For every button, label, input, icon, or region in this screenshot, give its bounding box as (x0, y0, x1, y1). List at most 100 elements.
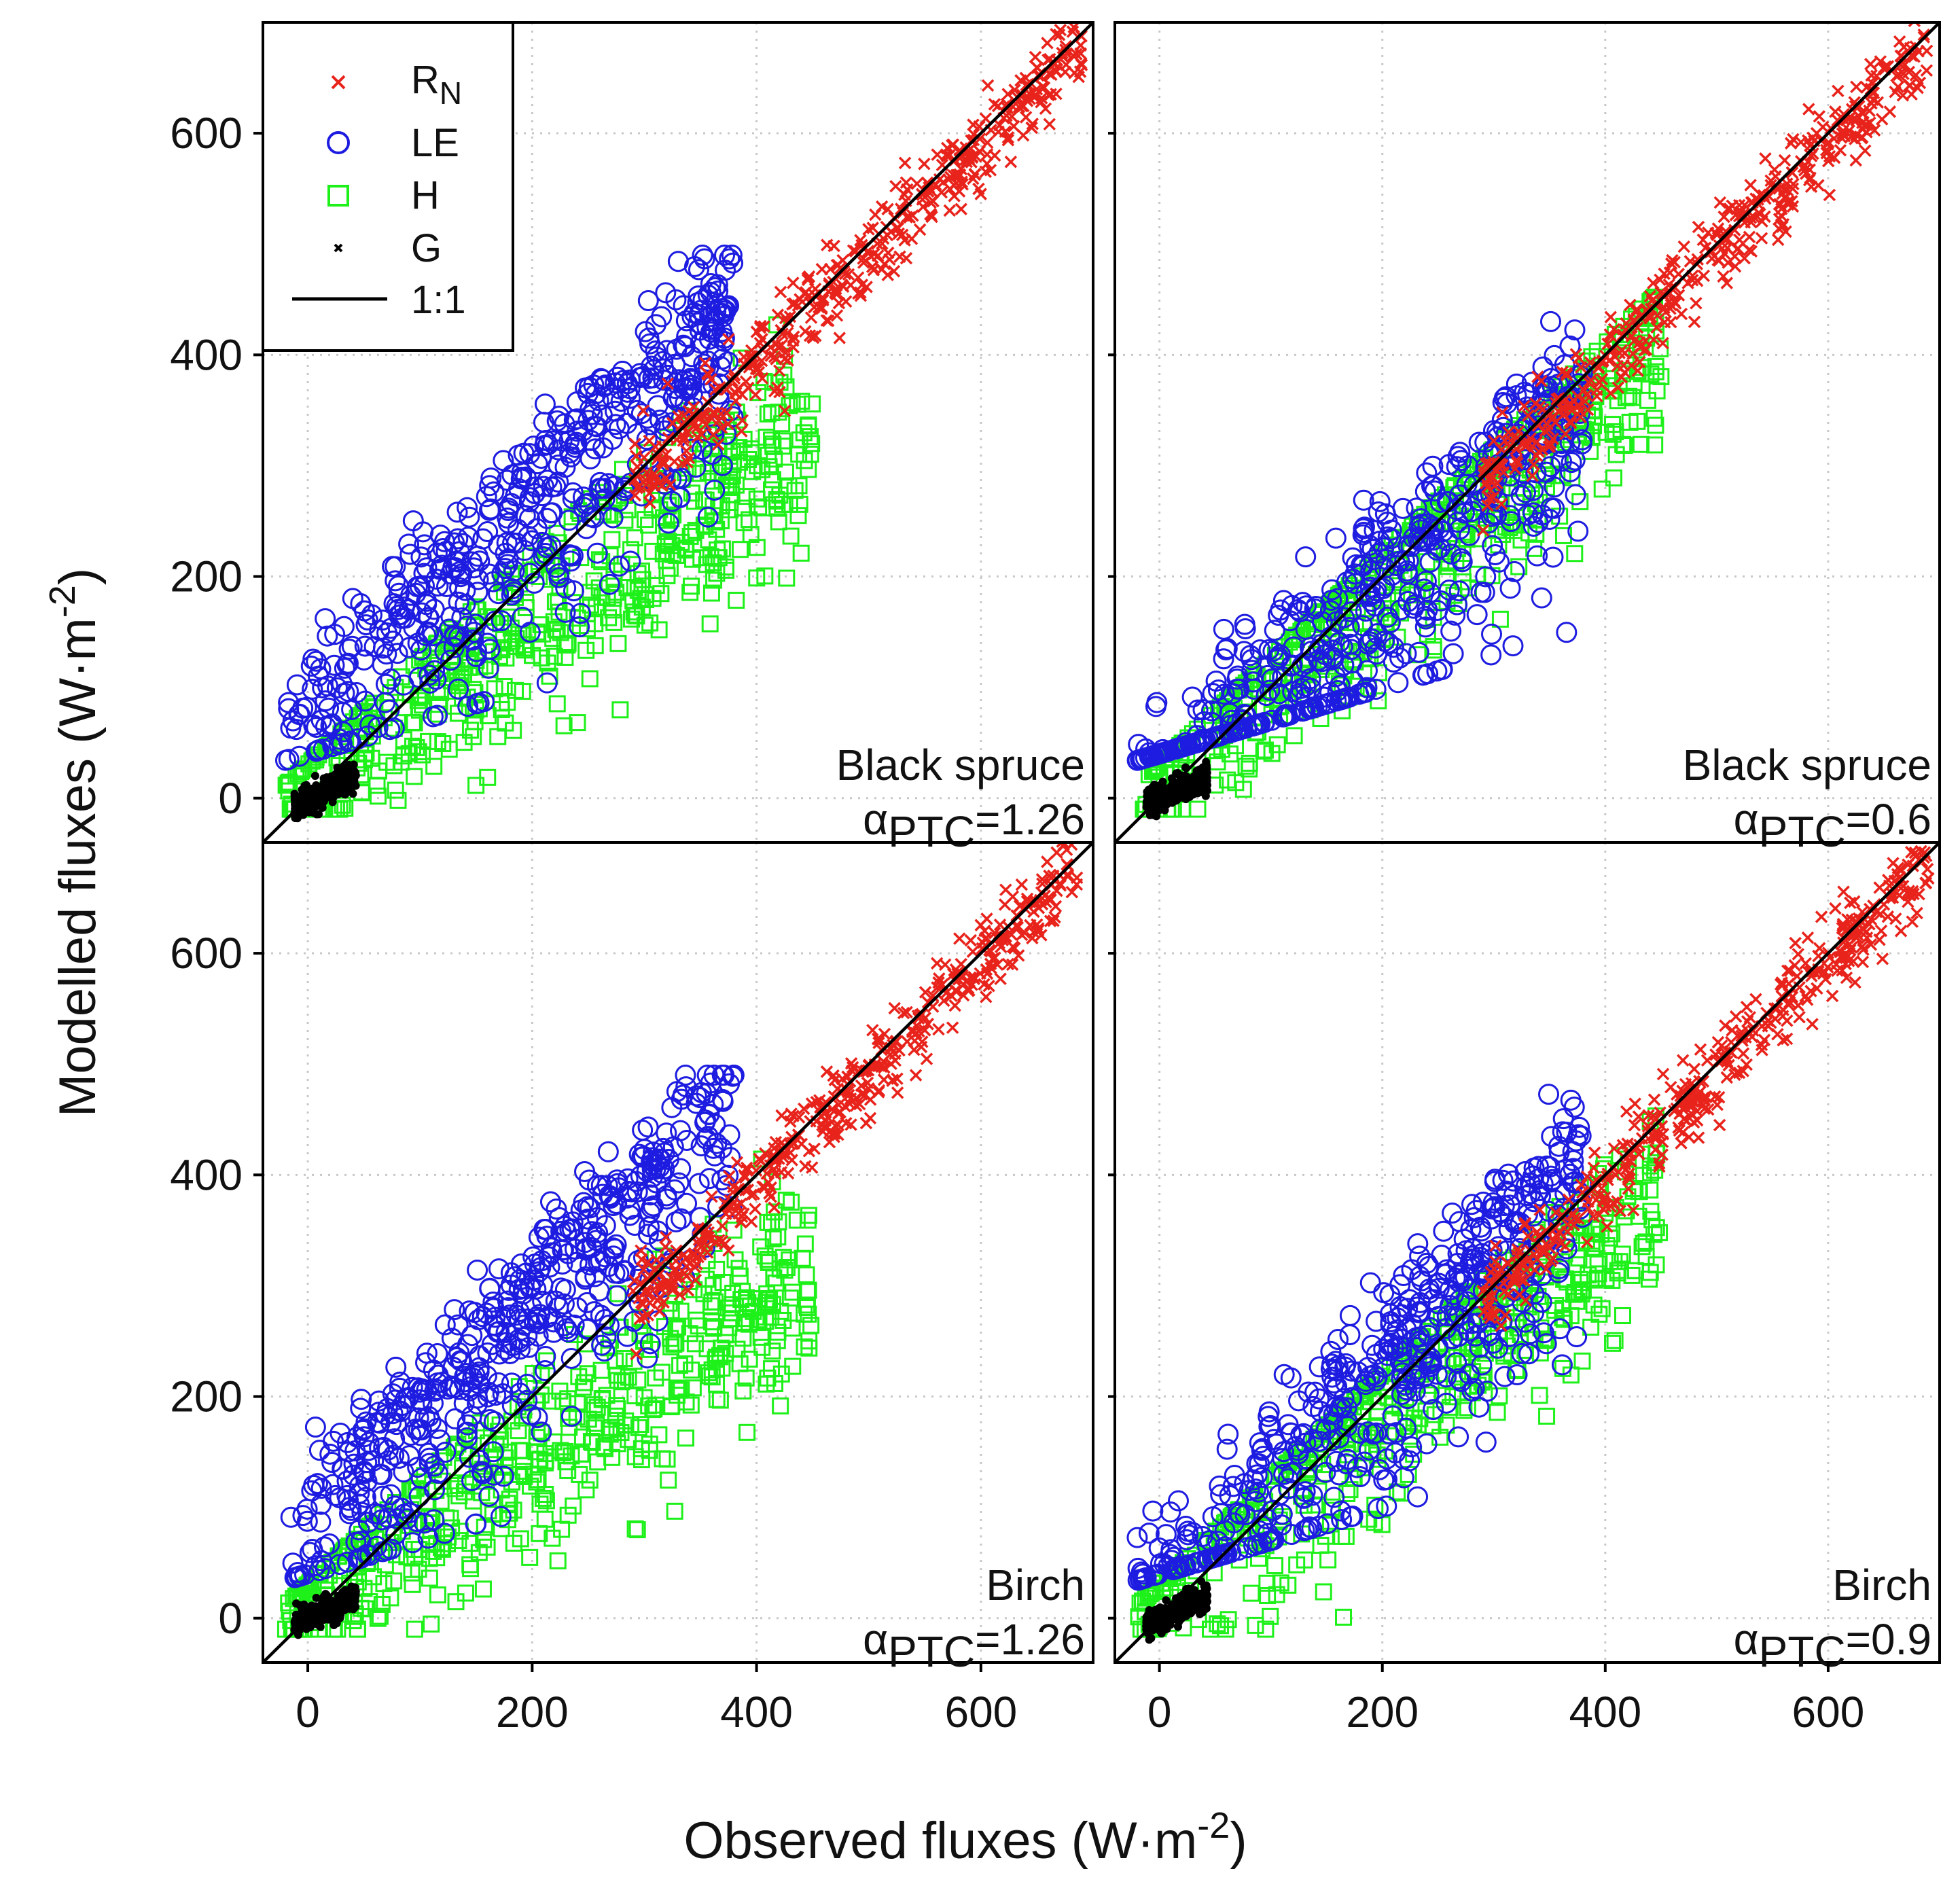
point-le (1353, 489, 1374, 511)
point-rn (1768, 163, 1781, 176)
point-le (1559, 461, 1581, 482)
point-h (295, 760, 313, 778)
point-le (336, 1551, 358, 1573)
point-le (681, 370, 702, 391)
point-le (1181, 686, 1203, 708)
point-rn (834, 1105, 847, 1119)
point-le (1187, 699, 1209, 721)
point-h (706, 513, 724, 531)
point-rn (980, 991, 993, 1003)
point-le (354, 635, 376, 657)
point-rn (643, 497, 656, 510)
point-rn (887, 265, 901, 278)
point-g (298, 787, 307, 796)
point-rn (855, 279, 869, 291)
point-h (1625, 377, 1643, 395)
point-le (1556, 622, 1578, 643)
point-h (541, 667, 558, 685)
point-h (293, 762, 310, 779)
point-le (584, 438, 606, 460)
point-rn (1853, 100, 1866, 113)
point-le (519, 563, 541, 584)
point-le (424, 1381, 446, 1402)
point-le (688, 304, 710, 326)
point-h (778, 569, 796, 587)
point-le (1410, 508, 1431, 530)
point-h (1566, 545, 1584, 563)
point-rn (775, 1109, 788, 1122)
point-le (524, 476, 546, 498)
point-le (337, 652, 359, 674)
point-h (671, 1357, 689, 1374)
point-rn (677, 434, 690, 447)
point-rn (1624, 298, 1637, 312)
point-rn (692, 1222, 705, 1234)
point-le (722, 252, 744, 274)
point-h (440, 741, 458, 758)
point-le (1366, 643, 1388, 665)
point-h (769, 1228, 787, 1246)
point-le (315, 608, 336, 630)
point-rn (866, 1024, 879, 1037)
point-h (572, 1445, 590, 1463)
point-le (1564, 449, 1586, 471)
point-le (1531, 587, 1552, 609)
point-rn (1604, 387, 1618, 400)
point-g (338, 782, 347, 791)
point-le (594, 1340, 616, 1362)
point-h (644, 1401, 662, 1419)
point-rn (824, 262, 837, 276)
point-rn (660, 1230, 673, 1244)
point-h (480, 1502, 497, 1520)
point-h (534, 1489, 552, 1507)
point-le (607, 366, 628, 388)
point-le (556, 1221, 577, 1243)
point-rn (1041, 37, 1054, 50)
point-rn (976, 942, 989, 955)
point-rn (758, 320, 770, 333)
point-le (698, 1168, 720, 1190)
point-le (556, 1318, 577, 1340)
point-le (1369, 491, 1391, 512)
point-le (1283, 636, 1304, 658)
point-rn (709, 407, 722, 421)
point-h (708, 1260, 726, 1278)
point-rn (1560, 367, 1573, 380)
point-rn (1611, 381, 1624, 394)
point-rn (858, 1088, 872, 1101)
point-le (326, 677, 348, 698)
point-g (1150, 781, 1159, 789)
point-le (685, 1085, 707, 1107)
point-h (790, 477, 808, 495)
point-le (342, 1464, 364, 1486)
point-rn (1043, 118, 1056, 131)
point-rn (827, 239, 840, 253)
point-h (800, 461, 817, 478)
point-le (503, 560, 525, 582)
point-rn (1611, 359, 1624, 372)
point-le (345, 1531, 367, 1553)
point-h (539, 654, 556, 672)
point-rn (1485, 459, 1499, 472)
point-rn (1027, 925, 1040, 939)
point-rn (711, 438, 725, 451)
point-h (1237, 758, 1255, 775)
point-rn (749, 388, 762, 402)
point-le (639, 333, 661, 355)
point-h (738, 1423, 756, 1441)
point-le (467, 1259, 488, 1281)
point-le (668, 1172, 690, 1194)
series-h-bottom-left (277, 1150, 820, 1638)
point-le (1210, 725, 1232, 747)
point-rn (1891, 80, 1905, 94)
point-h (1263, 745, 1281, 762)
point-le (649, 1149, 671, 1171)
point-rn (1028, 90, 1041, 104)
point-rn (1041, 855, 1054, 868)
point-rn (898, 156, 912, 170)
point-h (626, 529, 643, 547)
point-le (477, 1386, 499, 1408)
point-rn (846, 1061, 859, 1074)
point-le (402, 1532, 423, 1554)
point-rn (861, 1076, 874, 1090)
